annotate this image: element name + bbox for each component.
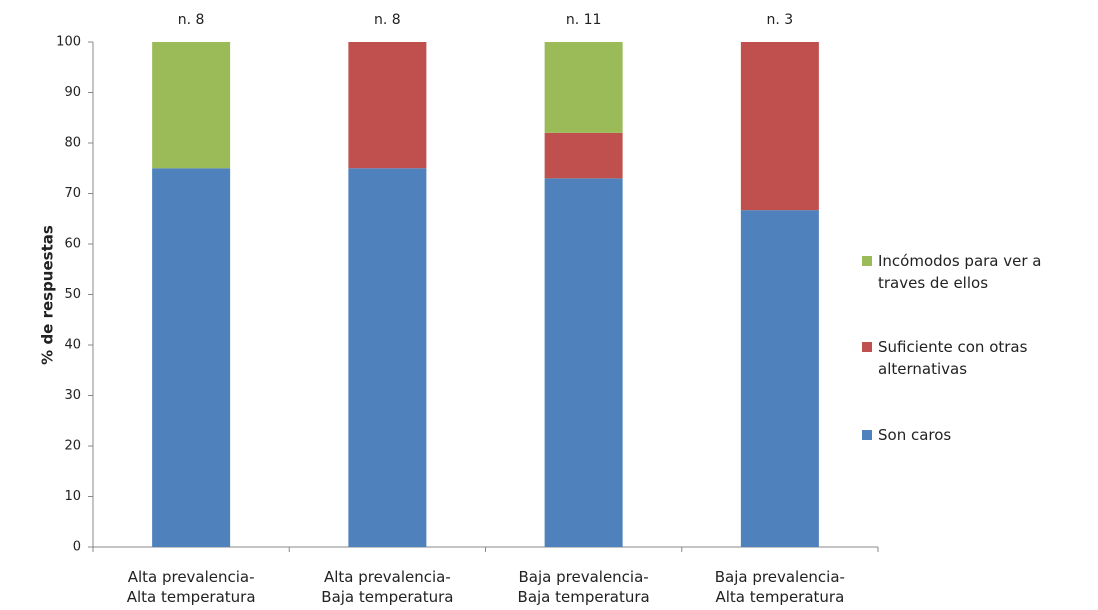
y-tick-label: 60 (64, 237, 81, 252)
y-tick-label: 0 (73, 540, 81, 555)
y-tick-label: 20 (64, 439, 81, 454)
x-tick-label: Alta prevalencia- Alta temperatura (126, 568, 256, 606)
bar-segment (152, 168, 231, 547)
annotation: n. 3 (767, 12, 794, 28)
bar-segment (348, 168, 427, 547)
annotation: n. 8 (178, 12, 205, 28)
y-tick-label: 40 (64, 338, 81, 353)
bar-segment (544, 42, 623, 133)
legend-swatch (862, 256, 872, 266)
y-tick-label: 80 (64, 136, 81, 151)
y-tick-label: 50 (64, 287, 81, 302)
x-tick-label: Baja prevalencia- Alta temperatura (714, 568, 845, 606)
bar-segment (544, 178, 623, 547)
bar-segment (740, 42, 819, 211)
y-tick-label: 100 (56, 35, 81, 50)
x-tick-label: Baja prevalencia- Baja temperatura (517, 568, 650, 606)
annotation: n. 11 (566, 12, 602, 28)
legend-label: Incómodos para ver a traves de ellos (878, 252, 1042, 292)
legend-label: Suficiente con otras alternativas (878, 338, 1028, 378)
legend-item: Suficiente con otras alternativas (862, 336, 1062, 380)
bar-segment (544, 132, 623, 179)
bar-segment (152, 42, 231, 169)
legend-swatch (862, 342, 872, 352)
bar-segment (740, 210, 819, 548)
legend-label: Son caros (878, 426, 952, 444)
y-tick-label: 90 (64, 85, 81, 100)
y-tick-label: 70 (64, 186, 81, 201)
legend-item: Son caros (862, 424, 1062, 446)
annotation: n. 8 (374, 12, 401, 28)
legend-swatch (862, 430, 872, 440)
x-tick-label: Alta prevalencia- Baja temperatura (321, 568, 454, 606)
legend-item: Incómodos para ver a traves de ellos (862, 250, 1062, 294)
y-tick-label: 10 (64, 489, 81, 504)
bar-segment (348, 42, 427, 169)
y-tick-label: 30 (64, 388, 81, 403)
y-axis-label: % de respuestas (39, 225, 57, 365)
